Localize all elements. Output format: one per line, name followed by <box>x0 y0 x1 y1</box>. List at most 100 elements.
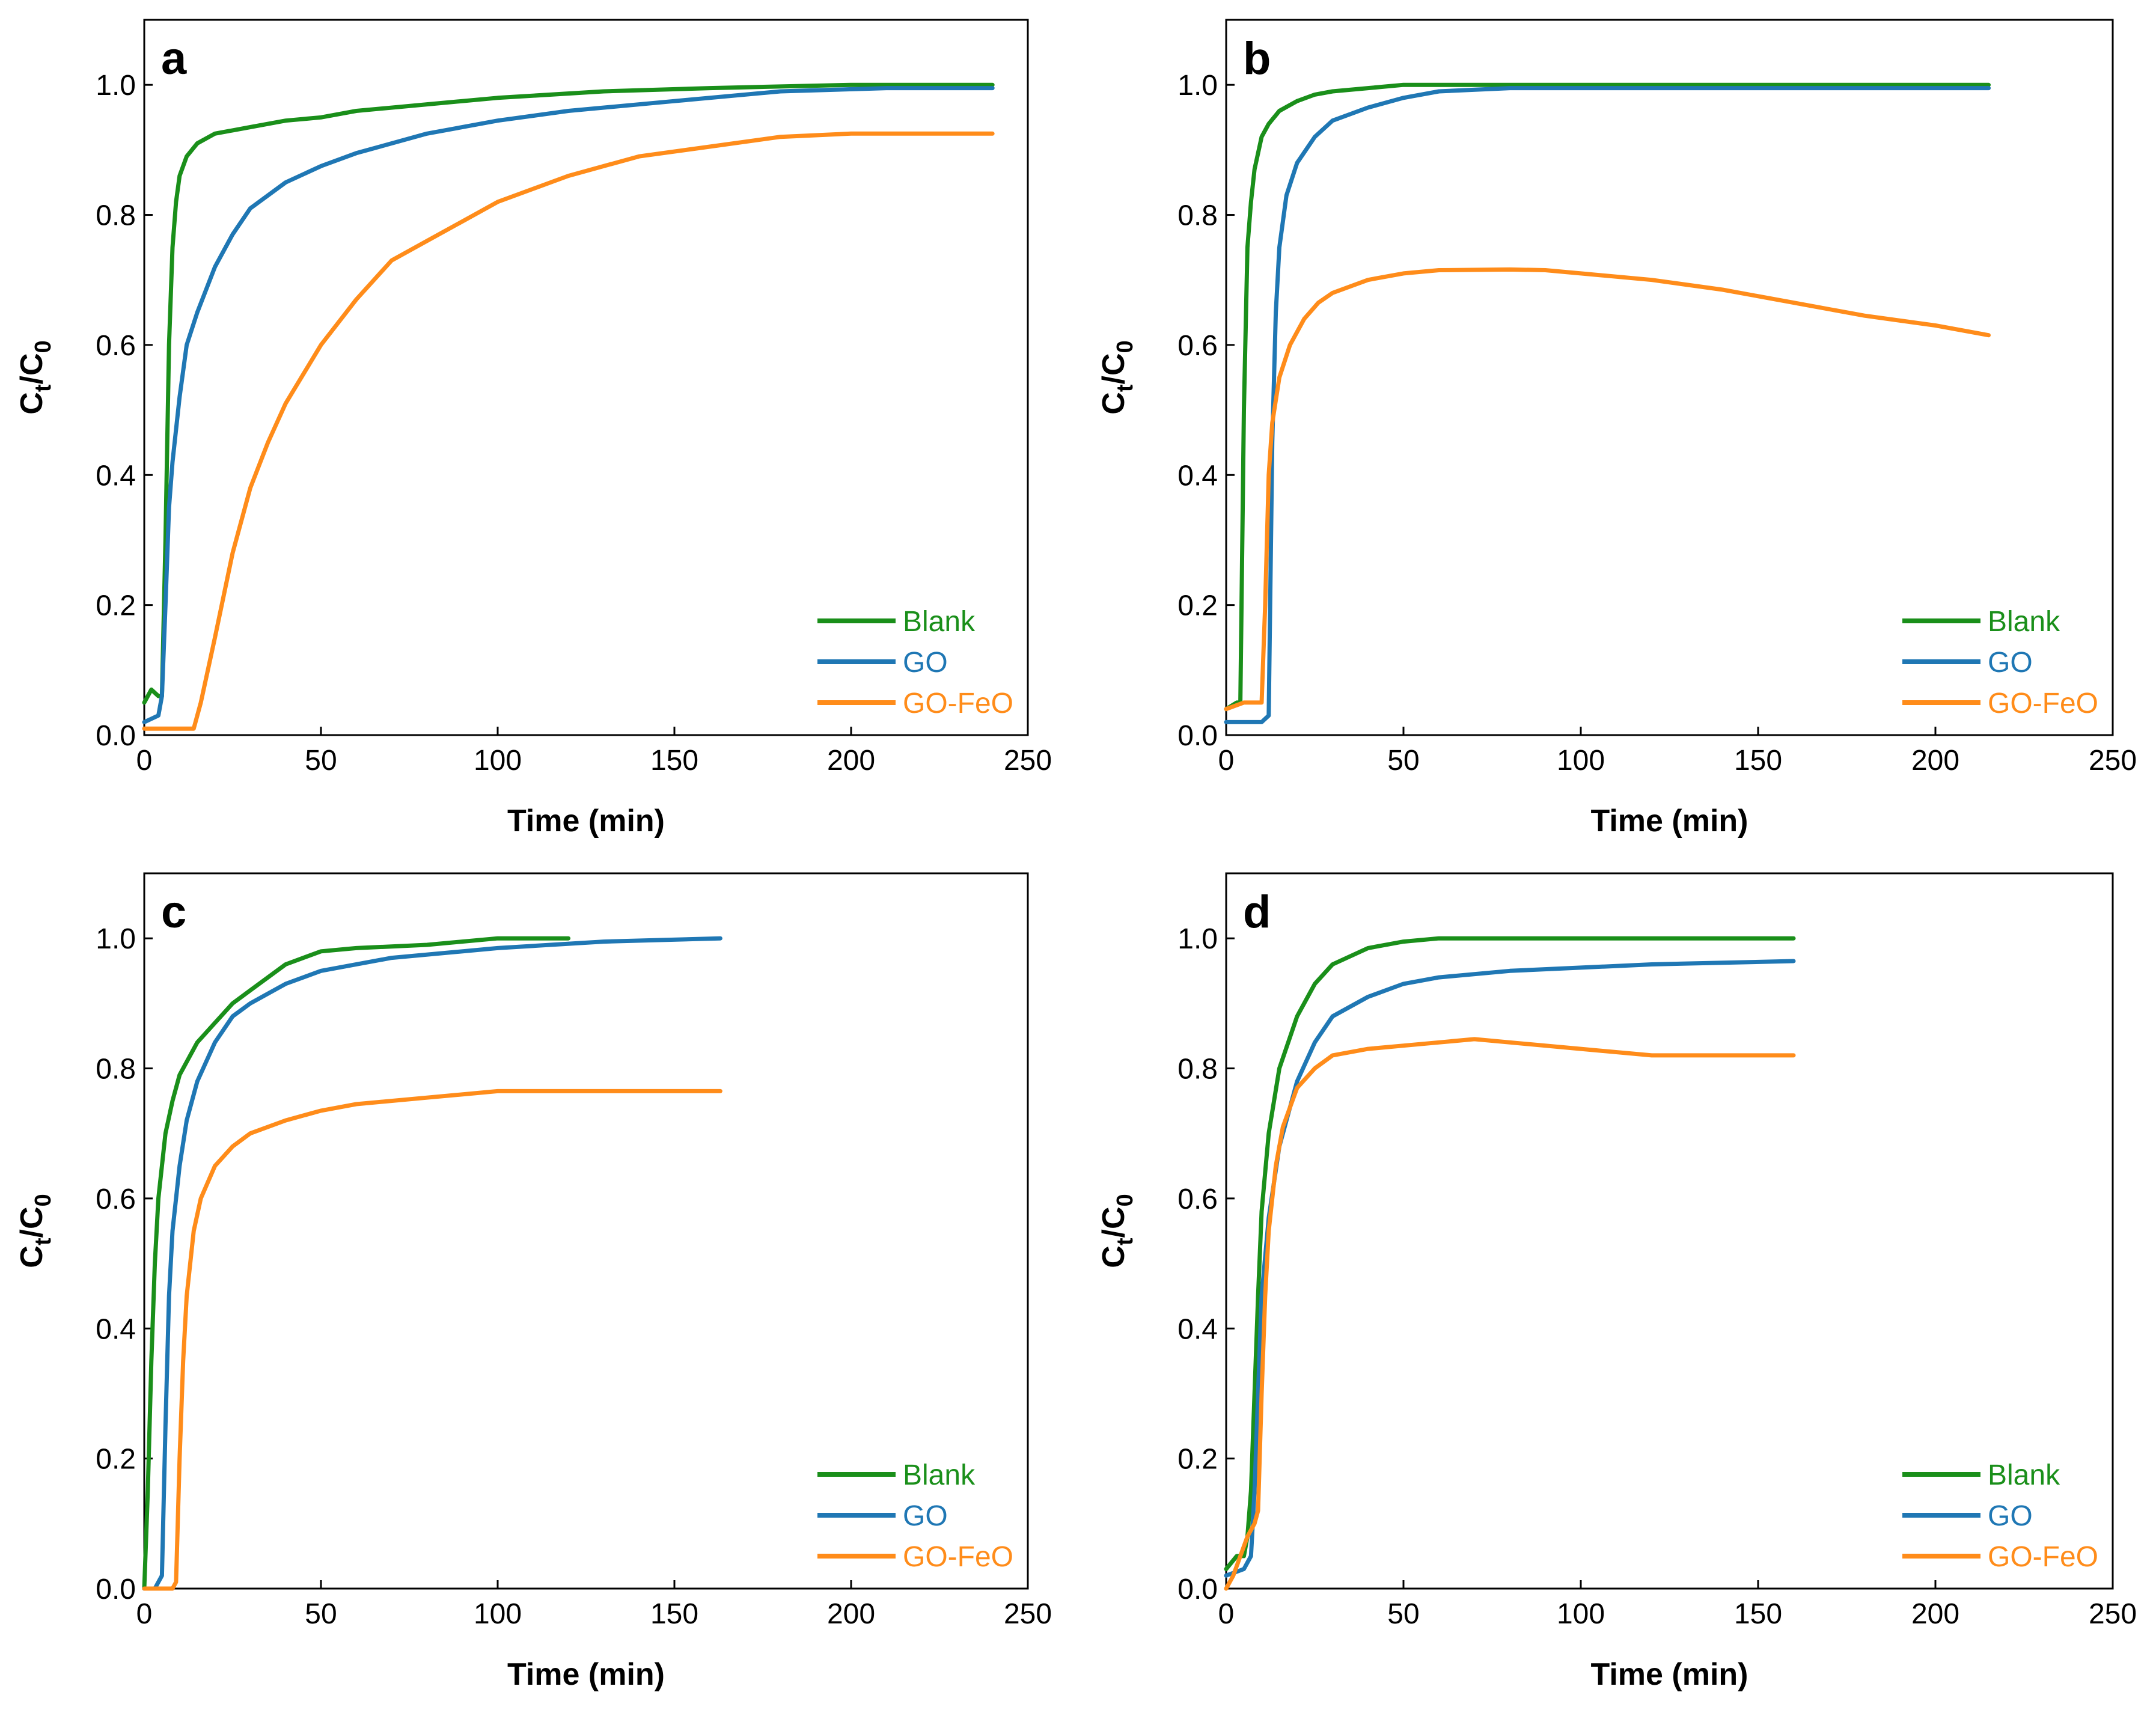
x-axis-title: Time (min) <box>1591 804 1748 838</box>
y-tick-label: 1.0 <box>96 923 136 955</box>
plot-frame <box>1225 19 2114 736</box>
series-line-go <box>142 86 995 724</box>
y-axis-title-subscript: 0 <box>31 1194 56 1206</box>
plot-frame <box>1225 872 2114 1590</box>
x-tick-label: 150 <box>650 745 698 777</box>
legend-label-blank: Blank <box>1988 606 2060 638</box>
series-line-blank <box>1224 936 1796 1571</box>
legend-label-blank: Blank <box>903 1459 976 1491</box>
legend-label-go: GO <box>903 647 948 679</box>
x-tick-label: 50 <box>305 1598 337 1630</box>
y-tick-label: 0.6 <box>96 330 136 362</box>
y-tick-label: 0.6 <box>1177 330 1218 362</box>
panel-label: b <box>1243 33 1271 84</box>
plot-frame <box>143 872 1029 1590</box>
x-tick-label: 250 <box>2089 745 2137 777</box>
x-tick-label: 150 <box>1734 745 1782 777</box>
x-axis-title: Time (min) <box>507 1657 665 1692</box>
y-tick-label: 1.0 <box>1177 70 1218 102</box>
x-tick-label: 100 <box>1557 1598 1605 1630</box>
y-tick-label: 0.0 <box>1177 720 1218 752</box>
y-axis-title-part: /C <box>1096 353 1131 384</box>
x-tick-label: 250 <box>1004 1598 1052 1630</box>
series-line-go <box>142 936 722 1591</box>
series-line-go-feo <box>142 1088 722 1591</box>
y-tick-label: 0.0 <box>1177 1574 1218 1605</box>
legend-label-blank: Blank <box>1988 1459 2060 1491</box>
x-tick-label: 200 <box>827 745 875 777</box>
y-tick-label: 0.8 <box>96 200 136 232</box>
y-tick-label: 0.4 <box>96 460 136 492</box>
chart-panel-a: 0 50 100 150 200 250 0.0 0.2 0.4 0.6 0.8 1.0 Time (m… <box>14 19 1052 838</box>
x-tick-label: 0 <box>136 745 153 777</box>
y-axis-title-part: /C <box>14 353 49 384</box>
y-tick-label: 1.0 <box>96 70 136 102</box>
y-axis-title-part: C <box>14 392 49 415</box>
y-tick-label: 0.6 <box>96 1183 136 1215</box>
x-tick-label: 200 <box>1911 745 1959 777</box>
y-axis-title-part: C <box>14 1245 49 1268</box>
y-axis-title-subscript: 0 <box>1113 1194 1138 1206</box>
y-axis-title-subscript: 0 <box>1113 340 1138 353</box>
y-axis-title-subscript: 0 <box>31 340 56 353</box>
y-tick-label: 0.8 <box>1177 200 1218 232</box>
y-axis-title-part: /C <box>1096 1206 1131 1238</box>
x-axis-title: Time (min) <box>1591 1657 1748 1692</box>
chart-panel-c: 0 50 100 150 200 250 0.0 0.2 0.4 0.6 0.8 1.0 Time (m… <box>14 872 1052 1692</box>
legend-label-go-feo: GO-FeO <box>903 688 1013 719</box>
y-tick-label: 0.8 <box>1177 1054 1218 1085</box>
y-tick-label: 0.4 <box>1177 1313 1218 1345</box>
chart-panel-d: 0 50 100 150 200 250 0.0 0.2 0.4 0.6 0.8 1.0 Time (m… <box>1096 872 2137 1692</box>
y-tick-label: 0.0 <box>96 720 136 752</box>
y-tick-label: 1.0 <box>1177 923 1218 955</box>
legend-label-go-feo: GO-FeO <box>903 1541 1013 1573</box>
y-axis-title: Ct/C0 <box>1096 340 1138 414</box>
legend-label-go: GO <box>1988 1500 2033 1532</box>
y-tick-label: 0.2 <box>1177 590 1218 622</box>
series-line-go <box>1224 86 1991 724</box>
y-tick-label: 0.2 <box>96 590 136 622</box>
plot-frame <box>143 19 1029 736</box>
panel-label: c <box>161 887 186 938</box>
panel-label: d <box>1243 887 1271 938</box>
legend-label-blank: Blank <box>903 606 976 638</box>
x-tick-label: 150 <box>650 1598 698 1630</box>
x-tick-label: 0 <box>1218 745 1235 777</box>
x-tick-label: 250 <box>2089 1598 2137 1630</box>
y-axis-title-subscript: t <box>1113 384 1138 392</box>
x-tick-label: 0 <box>136 1598 153 1630</box>
y-axis-title-subscript: t <box>31 1238 56 1245</box>
y-tick-label: 0.4 <box>1177 460 1218 492</box>
y-tick-label: 0.0 <box>96 1574 136 1605</box>
x-tick-label: 100 <box>474 745 522 777</box>
x-tick-label: 200 <box>827 1598 875 1630</box>
y-axis-title-subscript: t <box>1113 1238 1138 1245</box>
x-tick-label: 100 <box>1557 745 1605 777</box>
x-tick-label: 100 <box>474 1598 522 1630</box>
x-tick-label: 50 <box>305 745 337 777</box>
y-axis-title: Ct/C0 <box>14 340 56 414</box>
legend-label-go-feo: GO-FeO <box>1988 1541 2098 1573</box>
series-line-go-feo <box>1224 1037 1796 1591</box>
chart-panel-b: 0 50 100 150 200 250 0.0 0.2 0.4 0.6 0.8 1.0 Time (m… <box>1096 19 2137 838</box>
y-axis-title: Ct/C0 <box>1096 1194 1138 1268</box>
y-tick-label: 0.2 <box>1177 1444 1218 1476</box>
series-line-go-feo <box>1224 267 1991 712</box>
x-tick-label: 0 <box>1218 1598 1235 1630</box>
legend-label-go: GO <box>1988 647 2033 679</box>
y-axis-title-part: /C <box>14 1206 49 1238</box>
y-axis-title-part: C <box>1096 1245 1131 1268</box>
series-line-blank <box>142 936 571 1591</box>
y-axis-title-subscript: t <box>31 384 56 392</box>
x-tick-label: 50 <box>1387 745 1419 777</box>
series-line-go-feo <box>142 131 995 731</box>
y-axis-title: Ct/C0 <box>14 1194 56 1268</box>
y-tick-label: 0.2 <box>96 1444 136 1476</box>
legend-label-go-feo: GO-FeO <box>1988 688 2098 719</box>
x-tick-label: 250 <box>1004 745 1052 777</box>
y-tick-label: 0.4 <box>96 1313 136 1345</box>
x-tick-label: 200 <box>1911 1598 1959 1630</box>
series-line-blank <box>1224 82 1991 712</box>
series-line-go <box>1224 959 1796 1578</box>
